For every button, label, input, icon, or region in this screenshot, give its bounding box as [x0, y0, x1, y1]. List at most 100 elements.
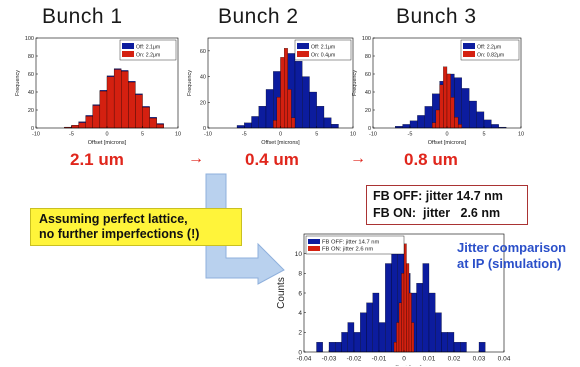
histogram-bar	[121, 71, 129, 129]
x-axis-label: y offset [μm]	[386, 365, 422, 366]
histogram-bar	[469, 100, 477, 129]
histogram-bar	[432, 122, 437, 129]
histogram-bar	[294, 61, 303, 129]
histogram-bar	[135, 94, 143, 129]
y-axis-label: Counts	[276, 277, 287, 309]
y-tick-label: 60	[28, 72, 34, 78]
x-tick-label: -10	[369, 132, 377, 138]
histogram-bar	[316, 106, 325, 129]
legend-swatch	[463, 43, 475, 49]
bunch-2-title: Bunch 2	[218, 5, 299, 28]
histogram-bar	[142, 107, 150, 129]
y-tick-label: 60	[200, 49, 206, 55]
histogram-bar	[446, 73, 451, 129]
x-tick-label: -5	[408, 132, 413, 138]
x-tick-label: 0.02	[448, 356, 461, 363]
note-line-2: at IP (simulation)	[457, 256, 562, 271]
histogram-bar	[385, 263, 392, 353]
y-tick-label: 20	[28, 108, 34, 114]
y-axis-label: Frequency	[187, 70, 193, 96]
histogram-bar	[280, 57, 285, 129]
bunch-3-width: 0.8 um	[404, 150, 458, 169]
x-tick-label: -0.04	[297, 356, 312, 363]
x-tick-label: -0.01	[372, 356, 387, 363]
histogram-bar	[302, 76, 310, 129]
y-tick-label: 6	[298, 290, 302, 297]
y-tick-label: 10	[295, 251, 303, 258]
x-tick-label: 0	[402, 356, 406, 363]
y-tick-label: 4	[298, 310, 302, 317]
y-tick-label: 0	[368, 126, 371, 132]
histogram-bar	[236, 125, 245, 129]
jitter-off-line: FB OFF: jitter 14.7 nm	[373, 189, 503, 203]
histogram-bar	[99, 90, 108, 129]
x-axis-label: Offset [microns]	[261, 140, 300, 146]
x-axis-label: Offset [microns]	[428, 140, 467, 146]
legend-entry: On: 0.4μm	[311, 53, 335, 59]
jitter-summary-box: FB OFF: jitter 14.7 nm FB ON: jitter 2.6…	[366, 185, 528, 225]
histogram-bar	[92, 105, 101, 129]
arrow-right-icon: →	[350, 150, 366, 167]
legend-swatch	[122, 51, 134, 57]
x-tick-label: 0	[105, 132, 108, 138]
callout-line-1: Assuming perfect lattice,	[39, 212, 188, 226]
y-tick-label: 0	[31, 126, 34, 132]
histogram-bar	[258, 106, 267, 129]
histogram-bar	[341, 332, 348, 353]
histogram-bar	[439, 84, 444, 129]
legend-entry: FB ON: jitter 2.6 nm	[322, 247, 373, 253]
histogram-bar	[424, 106, 433, 129]
histogram-bar	[398, 302, 402, 353]
jitter-on-line: FB ON: jitter 2.6 nm	[373, 206, 501, 220]
histogram-bar	[284, 48, 288, 129]
x-tick-label: 0	[445, 132, 448, 138]
y-tick-label: 20	[365, 108, 371, 114]
y-axis-label: Frequency	[352, 70, 358, 96]
y-tick-label: 100	[25, 36, 34, 42]
legend-swatch	[308, 246, 320, 251]
x-tick-label: -5	[69, 132, 74, 138]
histogram-bar	[457, 124, 462, 129]
histogram-bar	[417, 115, 425, 129]
y-tick-label: 20	[200, 100, 206, 106]
x-tick-label: 5	[315, 132, 318, 138]
histogram-bar	[409, 120, 418, 129]
bunch-1-title: Bunch 1	[42, 5, 123, 28]
histogram-bar	[476, 111, 485, 129]
y-tick-label: 0	[203, 126, 206, 132]
legend	[460, 39, 520, 61]
x-tick-label: -10	[204, 132, 212, 138]
jitter-comparison-note: Jitter comparison at IP (simulation)	[457, 240, 575, 272]
legend-entry: Off: 2.2μm	[477, 45, 501, 51]
histogram-bar	[454, 117, 459, 129]
legend-swatch	[308, 239, 320, 244]
histogram-bar	[441, 332, 448, 353]
x-tick-label: 0.04	[498, 356, 511, 363]
histogram-bar	[416, 283, 423, 353]
y-tick-label: 100	[362, 36, 371, 42]
legend-entry: FB OFF: jitter 14.7 nm	[322, 240, 380, 246]
arrow-right-icon: →	[188, 150, 204, 167]
legend-swatch	[463, 51, 475, 57]
y-tick-label: 40	[200, 75, 206, 81]
y-tick-label: 2	[298, 330, 302, 337]
histogram-bar	[372, 292, 380, 353]
histogram-bar	[402, 124, 411, 129]
x-axis-label: Offset [microns]	[88, 140, 127, 146]
histogram-bar	[328, 342, 336, 353]
histogram-bar	[460, 342, 467, 353]
histogram-bar	[331, 124, 339, 129]
x-tick-label: 0.01	[423, 356, 436, 363]
histogram-bar	[85, 116, 93, 129]
histogram-bar	[128, 81, 136, 129]
x-tick-label: 10	[350, 132, 356, 138]
histogram-bar	[461, 88, 470, 129]
histogram-bar	[71, 125, 79, 129]
histogram-bar	[353, 332, 361, 353]
y-axis-label: Frequency	[15, 70, 21, 96]
x-tick-label: -10	[32, 132, 40, 138]
y-tick-label: 40	[365, 90, 371, 96]
histogram-bar	[401, 273, 405, 353]
